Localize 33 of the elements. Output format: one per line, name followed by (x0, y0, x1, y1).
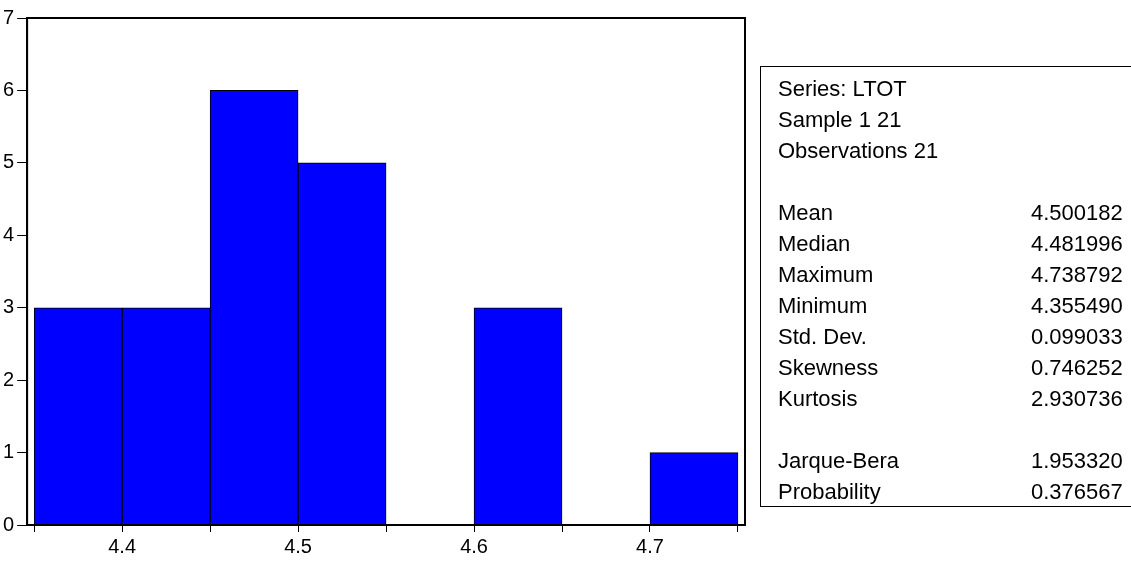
text: 4.355490 (1031, 293, 1123, 318)
category-label: Probability (778, 478, 882, 506)
x-tick-label: 4.6 (460, 534, 488, 557)
y-tick-label: 7 (3, 5, 15, 28)
category-label: Mean (778, 199, 835, 227)
category-label: Minimum (778, 292, 869, 320)
x-tick-label: 4.4 (108, 534, 137, 557)
category-label: Maximum (778, 261, 875, 289)
category-label: Skewness (778, 354, 880, 382)
text: 0.746252 (1031, 355, 1123, 380)
category-label: Jarque-Bera (778, 447, 901, 475)
text: 2.930736 (1031, 386, 1123, 411)
x-tick-label: 4.7 (636, 534, 664, 557)
y-tick-label: 0 (3, 512, 15, 535)
category-label: Median (778, 230, 852, 258)
text: Series: LTOT (778, 75, 908, 103)
text: 4.481996 (1031, 231, 1123, 256)
text: Sample 1 21 (778, 106, 903, 134)
y-tick-label: 1 (3, 440, 15, 463)
text: 0.099033 (1031, 324, 1123, 349)
category-label: Std. Dev. (778, 323, 868, 351)
category-label: Kurtosis (778, 385, 859, 413)
text: 1.953320 (1031, 448, 1123, 473)
y-tick-label: 6 (3, 77, 15, 100)
y-tick-label: 5 (3, 150, 15, 173)
y-tick-label: 2 (3, 367, 15, 390)
x-tick-label: 4.5 (284, 534, 312, 557)
text: 4.738792 (1031, 262, 1123, 287)
y-tick-label: 4 (3, 222, 15, 245)
text: 0.376567 (1031, 479, 1123, 504)
y-tick-label: 3 (3, 295, 15, 318)
text: 4.500182 (1031, 200, 1123, 225)
text: Observations 21 (778, 137, 940, 165)
